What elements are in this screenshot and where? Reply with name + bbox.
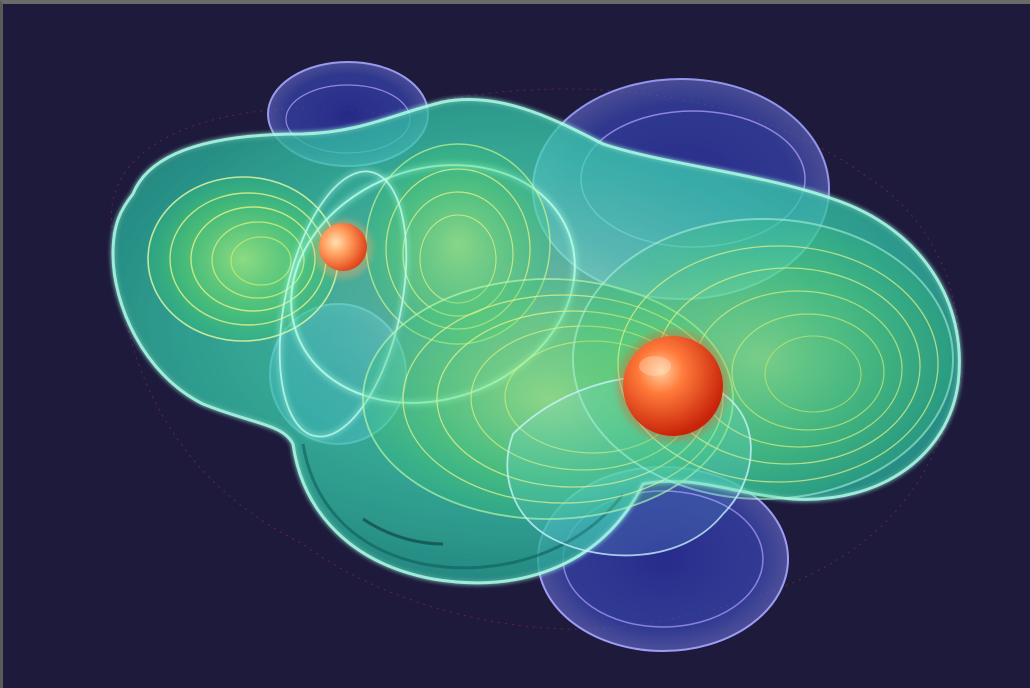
molecular-orbital-visualization bbox=[3, 4, 1030, 688]
nucleus-small bbox=[313, 219, 373, 279]
left-lobe-contours bbox=[147, 176, 339, 342]
nucleus-large bbox=[617, 330, 729, 442]
